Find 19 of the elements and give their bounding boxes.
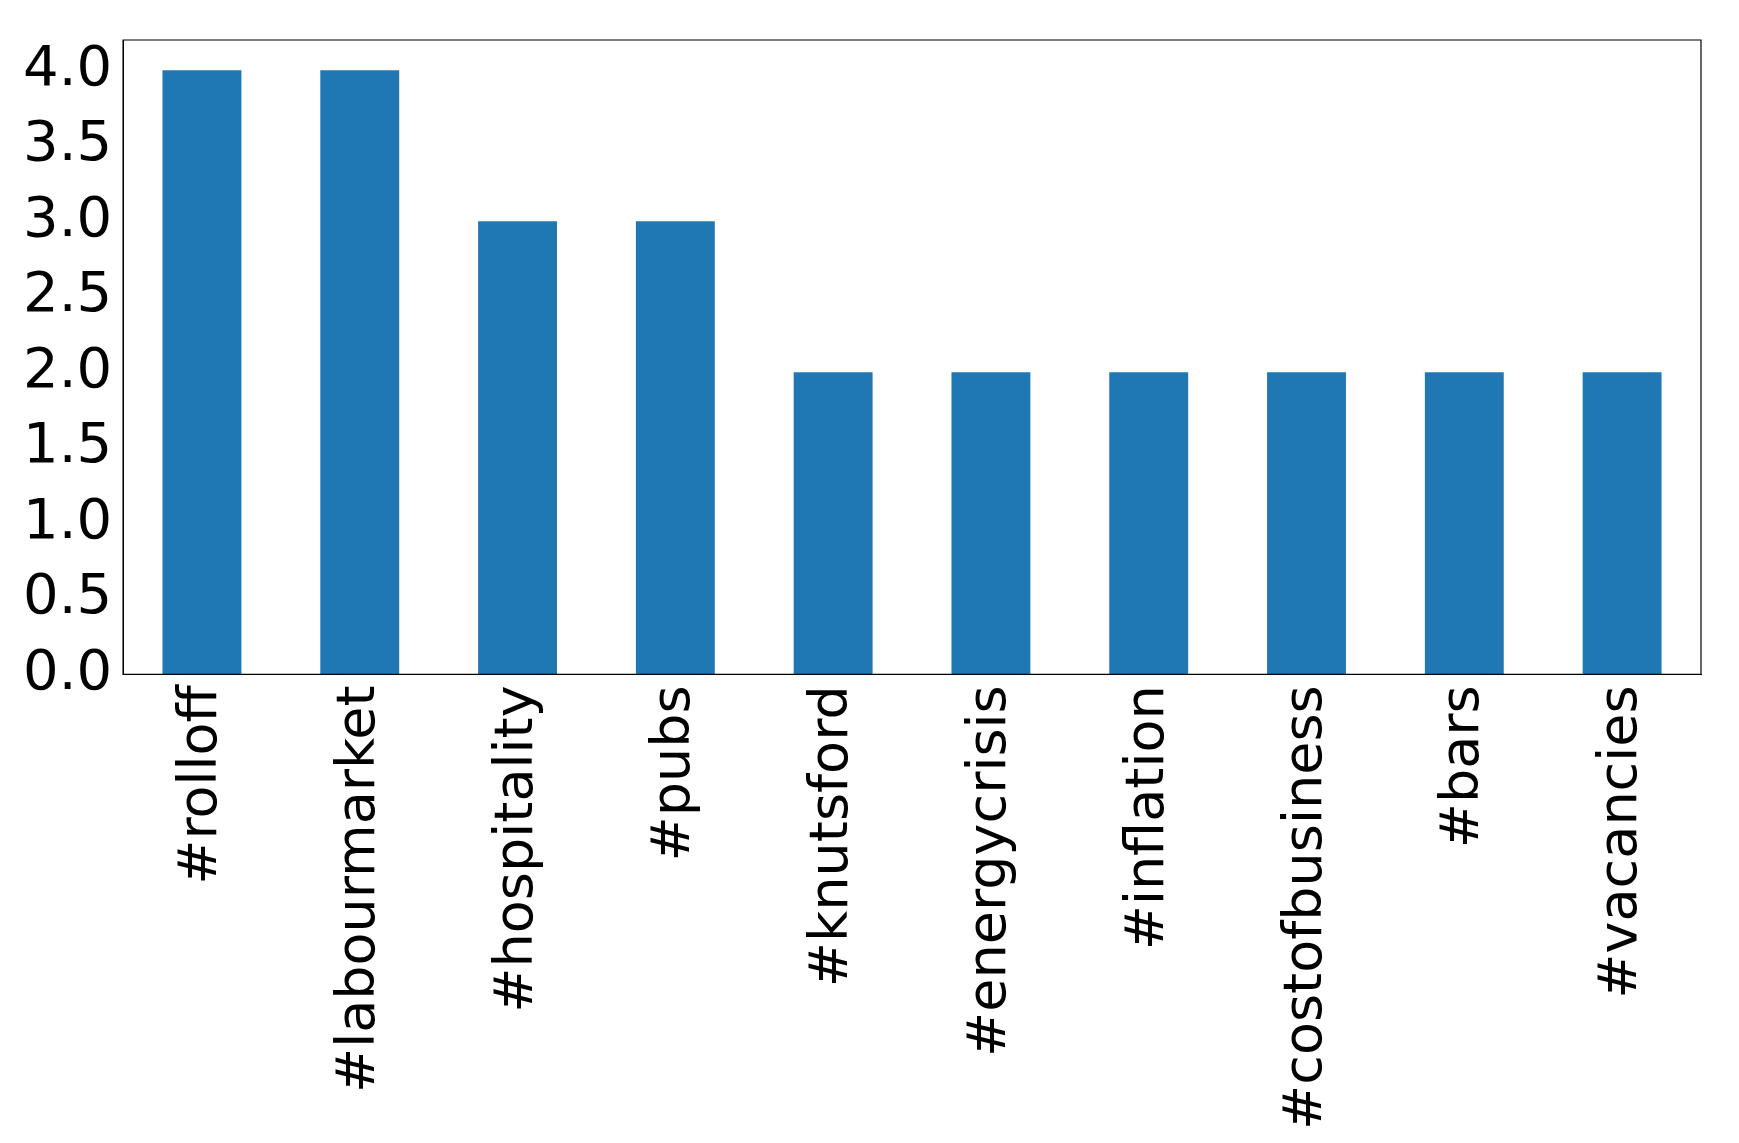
x-tick-label: #pubs: [639, 685, 703, 862]
x-tick-label: #inflation: [1112, 685, 1176, 951]
y-tick-label: 3.0: [23, 183, 113, 249]
x-tick-label: #costofbusiness: [1270, 685, 1334, 1130]
y-tick-label: 3.5: [23, 108, 113, 174]
y-tick-label: 4.0: [23, 32, 113, 98]
x-tick-label: #energycrisis: [954, 685, 1018, 1057]
x-tick-label: #bars: [1428, 685, 1492, 849]
x-tick-label: #hospitality: [481, 685, 545, 1013]
x-tick-label: #rolloff: [165, 683, 229, 885]
x-tick-label: #vacancies: [1586, 685, 1650, 999]
x-tick-label: #labourmarket: [323, 685, 387, 1094]
y-tick-label: 0.0: [23, 636, 113, 702]
y-tick-label: 1.0: [23, 485, 113, 551]
y-tick-label: 2.0: [23, 334, 113, 400]
y-tick-label: 2.5: [23, 259, 113, 325]
y-tick-label: 1.5: [23, 410, 113, 476]
y-tick-label: 0.5: [23, 561, 113, 627]
x-tick-label: #knutsford: [797, 685, 861, 988]
